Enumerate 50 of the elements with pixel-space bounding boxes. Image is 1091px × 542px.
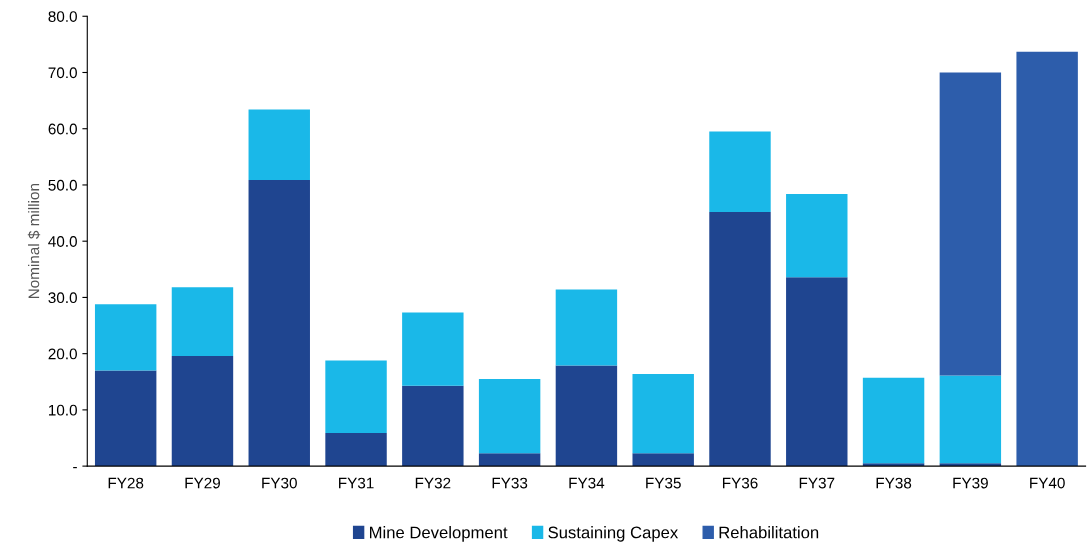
y-tick-label: 50.0: [48, 179, 77, 191]
bar: [478, 453, 541, 467]
bar: [632, 453, 694, 467]
y-tick-label: 80.0: [48, 11, 77, 22]
bar: [939, 375, 1002, 464]
x-tick-label: FY39: [953, 477, 988, 489]
legend-label: Rehabilitation: [719, 526, 819, 539]
bar: [632, 373, 694, 454]
x-tick-label: FY37: [799, 477, 835, 489]
bar: [402, 312, 464, 386]
bar: [171, 355, 234, 467]
x-tick-label: FY38: [876, 477, 912, 489]
bar: [248, 179, 310, 467]
x-tick-label: FY36: [722, 477, 758, 489]
bar: [786, 277, 848, 467]
bar: [171, 287, 234, 356]
x-tick-label: FY35: [646, 477, 681, 489]
y-tick-label: -: [73, 467, 77, 469]
x-tick-label: FY32: [415, 477, 451, 489]
bar: [709, 211, 771, 467]
bar: [478, 378, 541, 454]
bar: [555, 365, 618, 467]
y-tick-label: 20.0: [48, 348, 77, 360]
x-tick-label: FY28: [108, 477, 144, 489]
bar: [786, 193, 848, 278]
x-tick-label: FY30: [262, 477, 297, 489]
x-tick-label: FY33: [492, 477, 528, 489]
bar: [862, 377, 925, 464]
bar: [94, 304, 157, 371]
y-tick-label: 10.0: [48, 404, 77, 416]
bar: [555, 289, 618, 366]
bar: [939, 72, 1002, 376]
x-tick-label: FY34: [569, 477, 605, 489]
legend-label: Mine Development: [370, 526, 508, 542]
y-tick-label: 30.0: [48, 292, 77, 304]
y-tick-label: 60.0: [48, 123, 77, 135]
x-tick-label: FY40: [1030, 477, 1065, 489]
bar: [1016, 51, 1078, 467]
y-axis-title: Nominal $ million: [27, 184, 41, 299]
bar: [709, 131, 771, 212]
bar: [325, 360, 387, 433]
bar: [402, 385, 464, 467]
bar: [94, 370, 157, 467]
x-tick-label: FY29: [185, 477, 220, 489]
y-tick-label: 70.0: [48, 67, 77, 79]
legend-label: Sustaining Capex: [548, 526, 679, 542]
x-tick-label: FY31: [339, 477, 374, 489]
y-tick-label: 40.0: [48, 236, 77, 247]
bar: [248, 109, 310, 180]
bar: [325, 432, 387, 467]
